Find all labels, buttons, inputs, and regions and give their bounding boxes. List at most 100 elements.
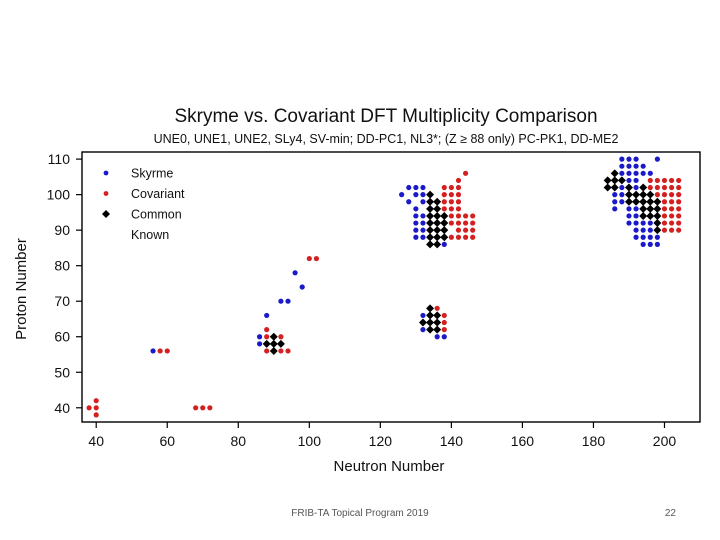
covariant-point bbox=[448, 234, 454, 240]
skyrme-point bbox=[413, 234, 419, 240]
skyrme-point bbox=[256, 334, 263, 340]
common-point bbox=[610, 176, 619, 185]
common-point bbox=[433, 226, 442, 235]
common-point bbox=[426, 304, 435, 313]
common-point bbox=[426, 226, 435, 235]
skyrme-point bbox=[413, 213, 419, 219]
x-tick-label: 80 bbox=[230, 433, 246, 449]
covariant-point bbox=[448, 184, 454, 191]
common-point bbox=[426, 197, 435, 206]
skyrme-point bbox=[626, 206, 632, 212]
skyrme-point bbox=[256, 341, 263, 347]
skyrme-point bbox=[612, 199, 618, 205]
covariant-point bbox=[661, 206, 668, 212]
skyrme-point bbox=[619, 156, 625, 162]
legend-marker-skyrme bbox=[103, 170, 109, 176]
covariant-point bbox=[455, 199, 462, 205]
skyrme-point bbox=[420, 327, 426, 333]
skyrme-point bbox=[413, 206, 419, 212]
skyrme-point bbox=[612, 206, 618, 212]
x-tick-label: 180 bbox=[582, 433, 606, 449]
y-tick-label: 50 bbox=[54, 364, 70, 380]
covariant-point bbox=[661, 220, 668, 226]
legend-label-known: Known bbox=[131, 228, 169, 242]
skyrme-point bbox=[626, 213, 632, 219]
skyrme-point bbox=[626, 170, 632, 176]
skyrme-point bbox=[633, 220, 639, 226]
skyrme-point bbox=[619, 192, 625, 198]
covariant-point bbox=[654, 192, 660, 198]
skyrme-point bbox=[654, 156, 660, 162]
covariant-point bbox=[668, 199, 675, 205]
covariant-point bbox=[470, 234, 476, 240]
covariant-point bbox=[661, 213, 668, 219]
skyrme-point bbox=[633, 177, 639, 184]
common-point bbox=[269, 346, 278, 355]
skyrme-point bbox=[612, 192, 618, 198]
covariant-point bbox=[676, 177, 682, 184]
y-tick-label: 70 bbox=[54, 293, 70, 309]
common-point bbox=[603, 176, 612, 185]
skyrme-point bbox=[633, 170, 639, 176]
covariant-point bbox=[455, 213, 462, 219]
skyrme-point bbox=[278, 298, 284, 304]
skyrme-point bbox=[640, 170, 646, 176]
common-point bbox=[624, 183, 633, 192]
plot-frame bbox=[81, 151, 701, 423]
footer-text: FRIB-TA Topical Program 2019 bbox=[291, 508, 429, 519]
covariant-point bbox=[462, 220, 469, 226]
covariant-point bbox=[264, 327, 270, 333]
covariant-point bbox=[448, 192, 454, 198]
covariant-point bbox=[264, 334, 270, 340]
common-point bbox=[426, 325, 435, 334]
common-point bbox=[440, 226, 449, 235]
skyrme-point bbox=[299, 284, 305, 290]
skyrme-point bbox=[633, 163, 639, 169]
common-point bbox=[418, 318, 427, 327]
covariant-point bbox=[313, 255, 320, 262]
skyrme-point bbox=[633, 227, 639, 233]
skyrme-point bbox=[406, 184, 412, 191]
skyrme-point bbox=[654, 234, 660, 240]
common-point bbox=[639, 183, 648, 192]
skyrme-point bbox=[633, 213, 639, 219]
x-tick-label: 40 bbox=[88, 433, 104, 449]
covariant-point bbox=[157, 348, 163, 354]
skyrme-point bbox=[413, 220, 419, 226]
covariant-point bbox=[93, 405, 99, 411]
common-point bbox=[646, 197, 655, 206]
common-point bbox=[639, 190, 648, 199]
skyrme-point bbox=[633, 234, 639, 240]
skyrme-point bbox=[420, 192, 426, 198]
covariant-point bbox=[86, 405, 92, 411]
skyrme-point bbox=[633, 156, 639, 162]
covariant-point bbox=[462, 234, 469, 240]
common-point bbox=[632, 197, 641, 206]
skyrme-point bbox=[413, 184, 419, 191]
chart-title: Skryme vs. Covariant DFT Multiplicity Co… bbox=[174, 106, 597, 127]
covariant-point bbox=[448, 213, 454, 219]
skyrme-point bbox=[292, 270, 298, 276]
covariant-point bbox=[278, 348, 284, 354]
common-point bbox=[646, 190, 655, 199]
skyrme-point bbox=[619, 199, 625, 205]
covariant-point bbox=[668, 177, 675, 184]
common-point bbox=[646, 204, 655, 213]
covariant-point bbox=[470, 213, 476, 219]
common-point bbox=[639, 211, 648, 220]
y-axis: 40 50 60 70 80 90 100 110 bbox=[47, 151, 82, 416]
y-tick-label: 100 bbox=[47, 187, 71, 203]
legend-marker-covariant bbox=[103, 191, 109, 196]
common-point bbox=[440, 211, 449, 220]
y-tick-label: 90 bbox=[54, 222, 70, 238]
covariant-point bbox=[647, 177, 653, 184]
skyrme-point bbox=[647, 170, 653, 176]
covariant-point bbox=[676, 227, 682, 233]
covariant-point bbox=[455, 192, 462, 198]
covariant-point bbox=[193, 405, 199, 411]
common-point bbox=[426, 211, 435, 220]
common-point bbox=[433, 219, 442, 228]
x-tick-label: 60 bbox=[159, 433, 175, 449]
covariant-point bbox=[676, 213, 682, 219]
covariant-point bbox=[448, 206, 454, 212]
